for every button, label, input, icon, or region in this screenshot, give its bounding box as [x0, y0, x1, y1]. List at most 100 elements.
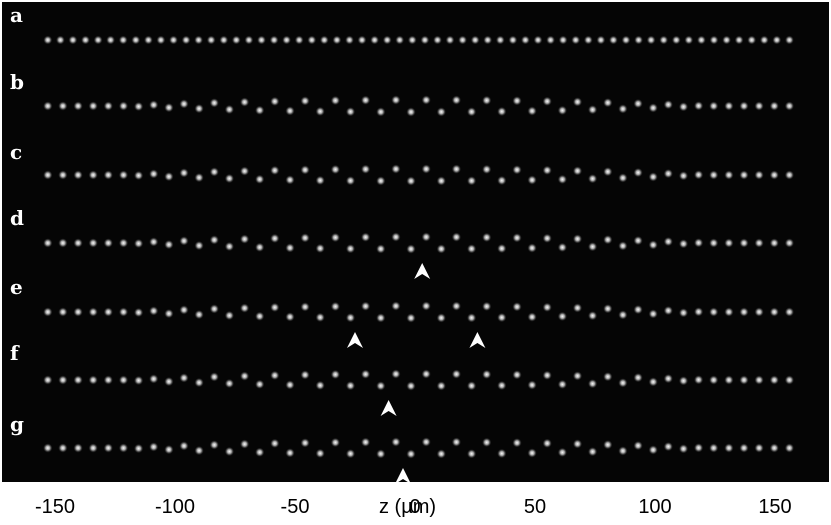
ion: [769, 101, 779, 111]
ion: [451, 301, 461, 311]
ion: [618, 310, 628, 320]
ion: [58, 101, 68, 111]
ion: [451, 232, 461, 242]
defect-arrow-icon: [380, 400, 397, 416]
ion: [588, 447, 598, 457]
ion: [88, 443, 98, 453]
ion: [73, 238, 83, 248]
ion: [73, 101, 83, 111]
ion: [345, 35, 354, 45]
ion: [709, 238, 719, 248]
ion: [58, 307, 68, 317]
ion: [588, 174, 598, 184]
ion: [330, 369, 340, 380]
ion: [618, 446, 628, 456]
ion: [451, 95, 461, 105]
ion: [663, 374, 673, 384]
ion: [224, 310, 234, 321]
ion: [406, 449, 416, 459]
ion: [603, 372, 613, 382]
ion: [270, 233, 280, 243]
ion: [596, 35, 606, 45]
ion: [571, 35, 581, 45]
row-label-c: c: [10, 140, 23, 164]
ion: [255, 311, 265, 321]
ion: [724, 101, 734, 111]
ion: [633, 168, 643, 178]
ion: [694, 307, 704, 317]
ion: [634, 35, 643, 45]
ion: [194, 173, 204, 183]
ion: [56, 35, 65, 45]
ion: [436, 449, 446, 459]
ion: [43, 35, 53, 45]
ion: [370, 35, 379, 45]
ion: [134, 238, 144, 249]
ion: [542, 370, 552, 380]
ion: [179, 305, 189, 315]
ion-row-d: [43, 232, 795, 254]
defect-arrow-icon: [347, 332, 363, 348]
ion: [603, 440, 613, 450]
ion: [300, 233, 310, 243]
ion: [467, 107, 477, 117]
ion: [43, 443, 53, 453]
ion: [300, 370, 310, 380]
ion: [709, 101, 719, 111]
ion: [118, 170, 129, 180]
ion: [784, 375, 795, 385]
ion: [572, 166, 583, 176]
ion: [558, 35, 568, 45]
ion: [722, 35, 731, 45]
ion: [58, 170, 68, 180]
ion: [739, 375, 749, 385]
ion: [663, 169, 673, 179]
x-tick-label: 100: [638, 496, 672, 518]
ion: [149, 442, 159, 452]
ion: [784, 443, 795, 453]
ion: [294, 35, 304, 45]
ion: [694, 238, 704, 248]
row-label-a: a: [10, 3, 23, 27]
ion: [103, 101, 113, 111]
ion: [376, 313, 386, 323]
ion: [93, 35, 103, 45]
ion: [194, 35, 204, 45]
ion: [209, 98, 219, 108]
ion: [224, 104, 234, 115]
ion: [382, 35, 392, 45]
ion: [391, 95, 401, 105]
ion: [648, 103, 658, 113]
x-tick-label: -100: [154, 496, 196, 518]
ion: [618, 378, 628, 388]
ion: [709, 443, 719, 453]
ion: [633, 441, 643, 451]
ion: [118, 307, 129, 317]
ion: [282, 35, 291, 45]
ion: [512, 165, 522, 175]
ion: [240, 97, 250, 107]
ion: [88, 307, 98, 317]
ion: [618, 104, 628, 114]
ion: [433, 35, 442, 45]
ion: [164, 445, 174, 455]
ion: [451, 369, 461, 379]
ion: [527, 380, 537, 390]
ion: [391, 232, 401, 242]
row-label-d: d: [10, 206, 24, 230]
ion: [134, 101, 144, 112]
ion: [421, 301, 431, 311]
ion: [376, 176, 386, 186]
ion: [244, 35, 254, 45]
ion: [436, 244, 446, 254]
ion-row-c: [43, 164, 795, 186]
ion: [209, 167, 219, 177]
ion: [436, 107, 446, 117]
ion: [458, 35, 467, 45]
ion: [482, 437, 492, 447]
ion: [43, 238, 53, 248]
defect-arrow-icon: [395, 468, 411, 484]
ion: [345, 449, 356, 459]
ion: [330, 437, 340, 448]
ion: [754, 238, 764, 248]
